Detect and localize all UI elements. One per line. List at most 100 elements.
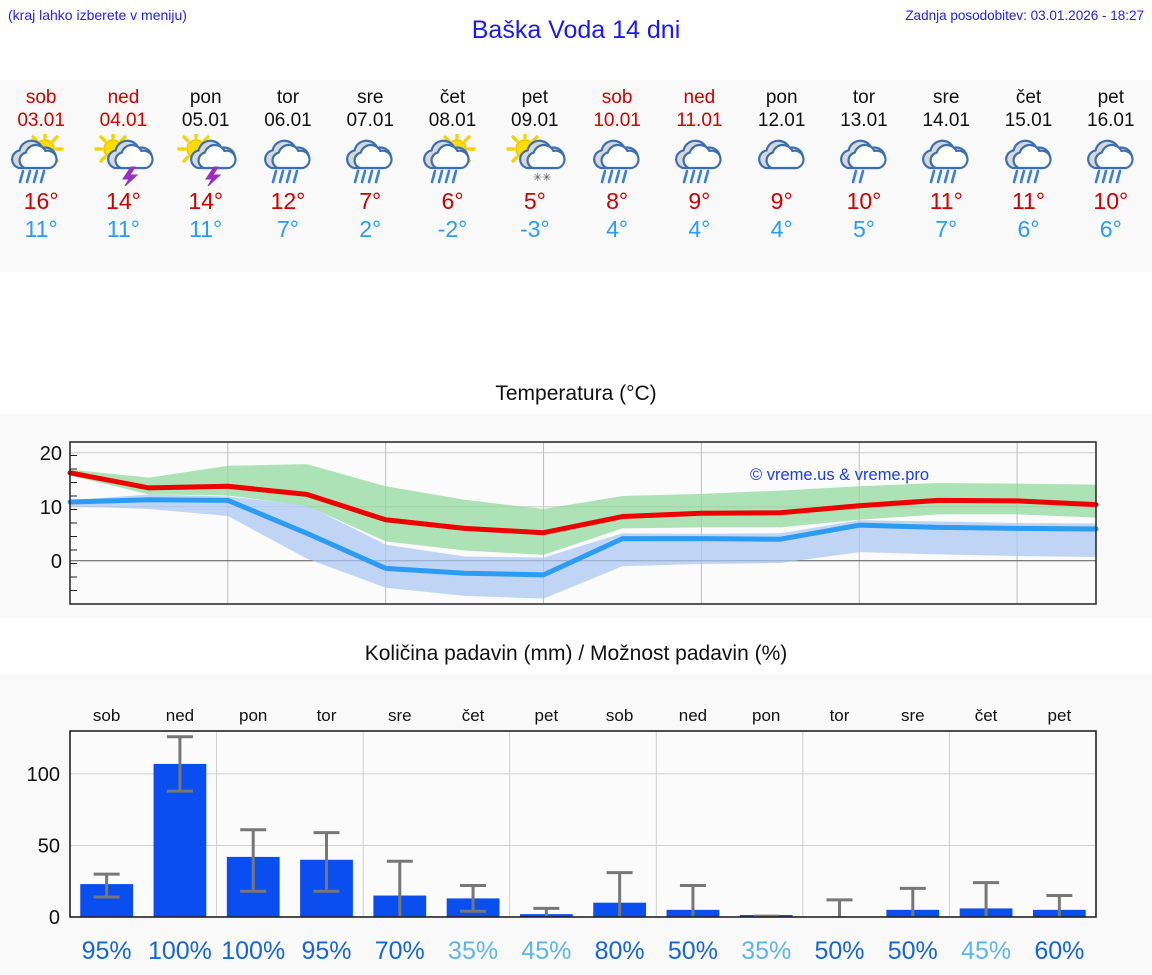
forecast-temp-min: 11°: [24, 216, 58, 242]
precipitation-probability-label: 50%: [814, 937, 864, 965]
precipitation-day-label: tor: [830, 706, 850, 725]
forecast-day-date: 16.01: [1087, 110, 1135, 131]
precipitation-probability-label: 80%: [595, 937, 645, 965]
page-header: (kraj lahko izberete v meniju) Baška Vod…: [0, 0, 1152, 48]
precipitation-error-bar: [973, 881, 1000, 917]
sun-cloud-thunder-icon: [94, 134, 155, 186]
precipitation-error-bar: [1046, 894, 1073, 917]
forecast-day-name: ned: [683, 87, 716, 108]
precipitation-probability-label: 50%: [888, 937, 938, 965]
forecast-day-column[interactable]: sob 03.01 16° 11°: [0, 80, 82, 272]
forecast-day-name: tor: [852, 87, 876, 108]
forecast-temp-min: 7°: [276, 216, 299, 242]
forecast-temp-min: 11°: [106, 216, 140, 242]
forecast-day-column[interactable]: sre 07.01 7° 2°: [329, 80, 411, 272]
forecast-day-name: pet: [521, 87, 549, 108]
last-updated-label: Zadnja posodobitev: 03.01.2026 - 18:27: [905, 8, 1144, 23]
daily-forecast-strip: sob 03.01 16° 11° ned 04.01 14° 11° pon 05.01 14° 1…: [0, 80, 1152, 272]
forecast-day-column[interactable]: pet 09.01 ✳ ✳ 5° -3°: [494, 80, 576, 272]
forecast-day-name: tor: [276, 87, 300, 108]
temperature-y-tick-label: 20: [40, 443, 62, 465]
forecast-temp-min: -2°: [437, 216, 468, 242]
precipitation-chart-title: Količina padavin (mm) / Možnost padavin …: [364, 642, 788, 665]
forecast-day-column[interactable]: pon 05.01 14° 11°: [165, 80, 247, 272]
forecast-temp-min: 6°: [1099, 216, 1122, 242]
precipitation-probability-label: 100%: [221, 937, 285, 965]
precipitation-day-label: sre: [901, 706, 925, 725]
forecast-temp-min: 7°: [935, 216, 958, 242]
forecast-day-column[interactable]: čet 15.01 11° 6°: [987, 80, 1069, 272]
precipitation-error-bar: [166, 735, 193, 793]
forecast-temp-max: 14°: [106, 188, 141, 214]
forecast-day-column[interactable]: ned 04.01 14° 11°: [82, 80, 164, 272]
precipitation-day-label: ned: [166, 706, 194, 725]
forecast-temp-max: 7°: [359, 188, 382, 214]
precipitation-probability-label: 35%: [448, 937, 498, 965]
forecast-day-date: 04.01: [99, 110, 148, 131]
forecast-day-date: 14.01: [922, 110, 970, 131]
forecast-day-date: 10.01: [593, 110, 641, 131]
forecast-day-column[interactable]: tor 06.01 12° 7°: [247, 80, 329, 272]
temperature-y-tick-label: 10: [40, 497, 62, 519]
precipitation-probability-label: 95%: [301, 937, 351, 965]
forecast-day-date: 07.01: [346, 110, 395, 131]
precipitation-day-label: pet: [1048, 706, 1072, 725]
sun-cloud-rain-icon: [11, 134, 64, 184]
precipitation-probability-label: 45%: [521, 937, 571, 965]
forecast-day-name: čet: [1015, 87, 1042, 108]
precipitation-error-bar: [313, 831, 340, 893]
sun-cloud-snow-icon: ✳ ✳: [506, 134, 566, 184]
forecast-temp-max: 9°: [688, 188, 711, 214]
forecast-temp-max: 9°: [770, 188, 793, 214]
cloud-rain-icon: [346, 139, 393, 184]
sun-cloud-thunder-icon: [177, 134, 237, 186]
page-title: Baška Voda 14 dni: [471, 16, 681, 44]
forecast-temp-max: 11°: [1011, 188, 1046, 214]
forecast-temp-min: 4°: [770, 216, 793, 242]
cloud-drizzle-icon: [840, 139, 887, 184]
precipitation-error-bar: [240, 828, 267, 893]
precipitation-y-tick-label: 0: [49, 907, 60, 929]
temperature-plot-area: 0 10 20: [0, 414, 1152, 618]
precipitation-probability-label: 60%: [1034, 937, 1084, 965]
precipitation-probability-label: 95%: [82, 937, 132, 965]
precipitation-day-label: ned: [679, 706, 707, 725]
forecast-day-column[interactable]: pet 16.01 10° 6°: [1070, 80, 1152, 272]
forecast-day-name: ned: [107, 87, 140, 108]
precipitation-error-bar: [679, 884, 706, 917]
forecast-temp-min: 4°: [606, 216, 629, 242]
forecast-day-date: 15.01: [1004, 110, 1053, 131]
forecast-day-column[interactable]: pon 12.01 9° 4°: [741, 80, 823, 272]
forecast-day-name: sre: [933, 87, 960, 108]
forecast-day-column[interactable]: tor 13.01 10° 5°: [823, 80, 905, 272]
cloud-rain-icon: [593, 139, 640, 184]
forecast-day-column[interactable]: sob 10.01 8° 4°: [576, 80, 658, 272]
temperature-min-line: [67, 497, 1099, 578]
forecast-temp-max: 16°: [23, 188, 59, 214]
precipitation-day-label: sre: [388, 706, 412, 725]
cloud-rain-icon: [1004, 139, 1052, 184]
forecast-day-date: 11.01: [676, 110, 723, 131]
forecast-temp-max: 8°: [606, 188, 629, 214]
forecast-day-column[interactable]: sre 14.01 11° 7°: [905, 80, 987, 272]
precipitation-error-bar: [606, 871, 633, 917]
forecast-temp-max: 12°: [270, 188, 306, 214]
svg-text:✳: ✳: [542, 172, 551, 184]
forecast-day-name: sob: [25, 87, 57, 108]
forecast-temp-max: 6°: [441, 188, 464, 214]
precipitation-day-label: čet: [975, 706, 998, 725]
forecast-temp-max: 5°: [523, 188, 546, 214]
forecast-day-name: sre: [357, 87, 384, 108]
forecast-temp-min: 5°: [852, 216, 875, 242]
forecast-day-column[interactable]: čet 08.01 6° -2°: [411, 80, 493, 272]
cloud-rain-icon: [922, 139, 969, 184]
temperature-svg: 0 10 20: [40, 441, 1099, 605]
svg-text:✳: ✳: [533, 172, 542, 184]
forecast-temp-min: 6°: [1017, 216, 1040, 242]
cloud-rain-icon: [675, 139, 722, 184]
forecast-temp-max: 10°: [846, 188, 882, 214]
forecast-day-column[interactable]: ned 11.01 9° 4°: [658, 80, 740, 272]
precipitation-chart-section: Količina padavin (mm) / Možnost padavin …: [0, 642, 1152, 975]
cloud-rain-icon: [264, 139, 311, 184]
forecast-day-name: pon: [189, 87, 222, 108]
